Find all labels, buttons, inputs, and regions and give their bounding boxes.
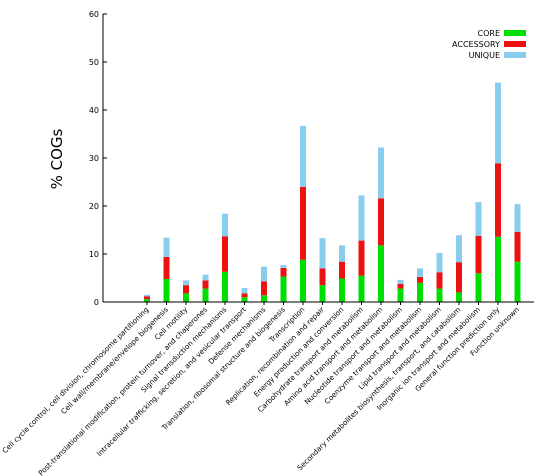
y-tick-label: 10 bbox=[89, 250, 99, 259]
bar-segment-core bbox=[456, 292, 462, 302]
bar-segment-accessory bbox=[417, 277, 423, 283]
bar-segment-unique bbox=[241, 288, 248, 294]
bar-segment-unique bbox=[300, 125, 306, 187]
bar-segment-core bbox=[144, 299, 150, 302]
bar-segment-core bbox=[417, 282, 423, 302]
bar-segment-unique bbox=[495, 82, 501, 164]
legend-swatch-unique bbox=[504, 52, 526, 58]
bar-segment-unique bbox=[261, 266, 267, 282]
bar-segment-core bbox=[397, 288, 404, 302]
bar-segment-core bbox=[436, 288, 443, 302]
legend-label-accessory: ACCESSORY bbox=[452, 40, 500, 49]
bar-segment-unique bbox=[378, 147, 384, 199]
bar-segment-accessory bbox=[358, 240, 365, 276]
bar-segment-unique bbox=[417, 268, 423, 278]
bar-segment-core bbox=[163, 278, 170, 302]
legend-swatch-accessory bbox=[504, 41, 526, 47]
bar-segment-unique bbox=[514, 204, 521, 232]
y-tick-label: 30 bbox=[89, 154, 99, 163]
bar-segment-accessory bbox=[202, 280, 209, 289]
bar-segment-core bbox=[280, 276, 287, 302]
bar-segment-accessory bbox=[378, 198, 384, 246]
bar-segment-core bbox=[300, 259, 306, 302]
bars bbox=[144, 82, 521, 302]
bar-segment-core bbox=[339, 278, 345, 302]
bar-segment-core bbox=[202, 288, 209, 302]
legend-swatch-core bbox=[504, 30, 526, 36]
bar-segment-unique bbox=[183, 280, 189, 286]
y-axis-label: % COGs bbox=[48, 128, 66, 189]
bar-segment-core bbox=[241, 297, 248, 302]
y-tick-label: 50 bbox=[89, 58, 99, 67]
bar-segment-unique bbox=[202, 274, 209, 281]
bar-segment-accessory bbox=[339, 261, 345, 279]
bar-segment-accessory bbox=[514, 231, 521, 262]
bar-segment-core bbox=[514, 261, 521, 302]
bar-segment-unique bbox=[397, 279, 404, 284]
bar-segment-core bbox=[319, 285, 326, 302]
bar-segment-accessory bbox=[319, 268, 326, 286]
bar-segment-core bbox=[358, 275, 365, 302]
bar-segment-accessory bbox=[163, 256, 170, 279]
bar-segment-core bbox=[495, 236, 501, 302]
bar-segment-accessory bbox=[300, 186, 306, 260]
bar-segment-unique bbox=[319, 238, 326, 269]
bar-segment-accessory bbox=[261, 281, 267, 296]
bar-segment-unique bbox=[475, 202, 482, 236]
legend: CORE ACCESSORY UNIQUE bbox=[452, 29, 526, 60]
bar-segment-unique bbox=[280, 265, 287, 268]
bar-segment-accessory bbox=[183, 285, 189, 294]
legend-label-unique: UNIQUE bbox=[469, 51, 500, 60]
bar-segment-unique bbox=[358, 195, 365, 241]
legend-label-core: CORE bbox=[478, 29, 501, 38]
category-labels: Cell cycle control, cell division, chrom… bbox=[0, 305, 521, 476]
bar-segment-accessory bbox=[280, 267, 287, 277]
bar-segment-unique bbox=[144, 294, 150, 297]
bar-segment-unique bbox=[436, 253, 443, 273]
bar-segment-unique bbox=[339, 245, 345, 262]
bar-segment-core bbox=[475, 273, 482, 302]
bar-segment-core bbox=[183, 293, 189, 302]
bar-segment-core bbox=[261, 295, 267, 302]
y-tick-label: 0 bbox=[94, 298, 99, 307]
bar-segment-core bbox=[378, 245, 384, 302]
bar-segment-accessory bbox=[241, 293, 248, 298]
bar-segment-accessory bbox=[456, 262, 462, 293]
bar-segment-accessory bbox=[436, 272, 443, 289]
bar-segment-core bbox=[222, 271, 228, 302]
bar-segment-accessory bbox=[144, 296, 150, 300]
bar-segment-accessory bbox=[475, 235, 482, 274]
y-tick-label: 20 bbox=[89, 202, 99, 211]
bar-segment-unique bbox=[222, 213, 228, 237]
bar-segment-unique bbox=[163, 237, 170, 257]
y-ticks: 0 10 20 30 40 50 60 bbox=[89, 10, 107, 307]
bar-segment-accessory bbox=[397, 283, 404, 289]
y-tick-label: 60 bbox=[89, 10, 99, 19]
y-tick-label: 40 bbox=[89, 106, 99, 115]
bar-segment-accessory bbox=[495, 163, 501, 237]
bar-segment-unique bbox=[456, 235, 462, 263]
bar-segment-accessory bbox=[222, 236, 228, 272]
